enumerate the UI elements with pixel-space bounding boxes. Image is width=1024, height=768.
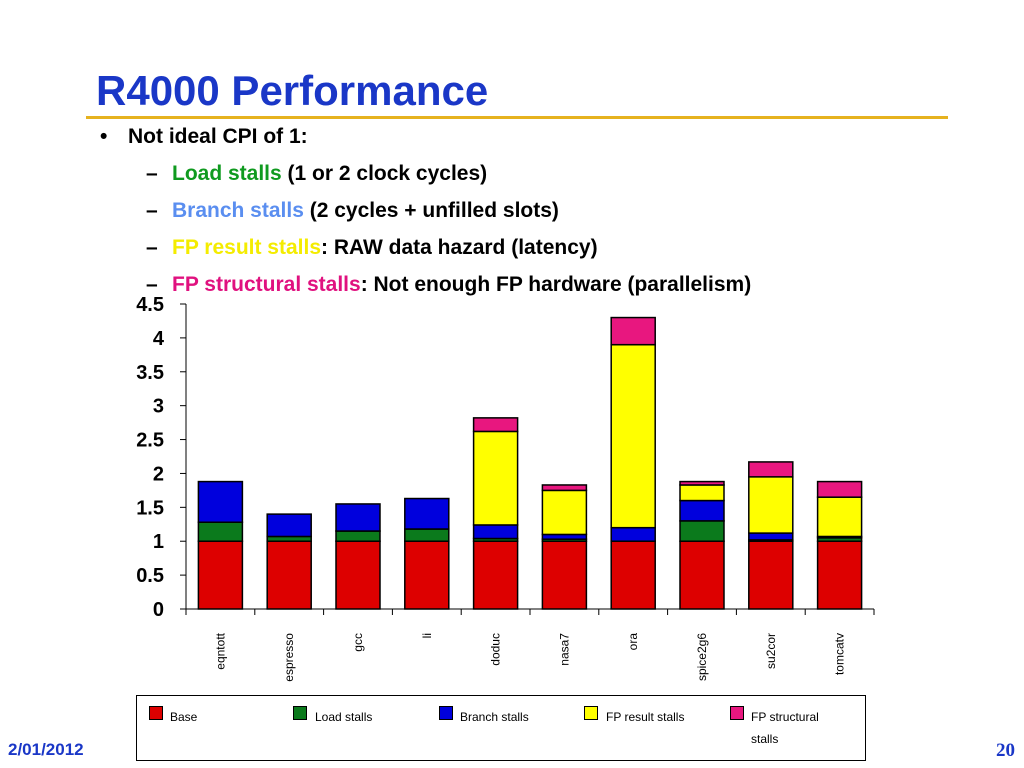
bar-li-base	[404, 540, 450, 610]
bullet-main: Not ideal CPI of 1:	[128, 125, 308, 148]
bar-tomcatv-base	[816, 540, 863, 610]
legend-label-load-stalls: Load stalls	[315, 710, 373, 724]
x-category-label: espresso	[282, 633, 296, 682]
y-tick-label: 2	[153, 463, 164, 485]
bar-eqntott-load-stalls	[197, 521, 244, 542]
y-tick-label: 3	[153, 396, 164, 418]
bar-tomcatv-fp-result-stalls	[816, 496, 863, 538]
y-tick-label: 4	[153, 328, 165, 350]
x-category-label: su2cor	[764, 633, 778, 669]
bar-espresso-branch-stalls	[266, 513, 312, 538]
bullet-dot: •	[100, 125, 108, 148]
bar-gcc-base	[335, 540, 381, 610]
load-stalls-desc: (1 or 2 clock cycles)	[281, 162, 488, 185]
footer-date: 2/01/2012	[8, 740, 84, 759]
y-tick-label: 1	[153, 531, 164, 553]
branch-stalls-term: Branch stalls	[172, 199, 304, 222]
sub-bullet-fp-result: – FP result stalls: RAW data hazard (late…	[146, 235, 598, 261]
bar-tomcatv-fp-structural-stalls	[816, 480, 863, 498]
x-category-label: doduc	[489, 633, 503, 666]
load-stalls-term: Load stalls	[172, 162, 282, 185]
x-category-label: li	[420, 633, 434, 638]
bar-doduc-base	[472, 540, 519, 610]
bar-eqntott-base	[197, 540, 244, 610]
bar-doduc-fp-structural-stalls	[472, 417, 519, 433]
bar-su2cor-base	[748, 540, 794, 610]
dash: –	[146, 162, 158, 185]
title-underline	[86, 116, 948, 119]
dash: –	[146, 273, 158, 296]
footer-page-number: 20	[996, 740, 1015, 761]
bar-doduc-branch-stalls	[472, 524, 519, 540]
bar-spice2g6-fp-result-stalls	[679, 484, 725, 502]
legend-swatch-base	[149, 706, 163, 720]
bar-gcc-load-stalls	[335, 530, 381, 542]
chart-legend: Base Load stalls Branch stalls FP result…	[136, 695, 866, 761]
bar-eqntott-branch-stalls	[197, 480, 244, 523]
bar-doduc-fp-result-stalls	[472, 430, 519, 526]
sub-bullet-load: – Load stalls (1 or 2 clock cycles)	[146, 161, 487, 187]
legend-label-fp-structural-stalls: FP structural stalls	[751, 710, 819, 746]
bar-ora-fp-result-stalls	[610, 343, 656, 529]
bar-gcc-branch-stalls	[335, 503, 381, 532]
bar-li-branch-stalls	[404, 497, 450, 530]
fp-structural-stalls-desc: : Not enough FP hardware (parallelism)	[360, 273, 752, 296]
bar-ora-fp-structural-stalls	[610, 316, 656, 346]
y-tick-label: 0	[153, 599, 164, 621]
x-category-label: nasa7	[557, 633, 571, 666]
stacked-bar-chart: 0 0.5 1 1.5 2 2.5 3 3.5 4 4.5 eqntott espresso gcc li…	[136, 294, 875, 682]
legend-swatch-branch-stalls	[439, 706, 453, 720]
branch-stalls-desc: (2 cycles + unfilled slots)	[303, 199, 559, 222]
x-category-label: tomcatv	[833, 633, 847, 675]
bar-su2cor-branch-stalls	[748, 532, 794, 541]
legend-label-base: Base	[170, 710, 198, 724]
fp-result-stalls-desc: : RAW data hazard (latency)	[321, 236, 598, 259]
x-category-label: eqntott	[213, 632, 227, 669]
legend-label-fp-result-stalls: FP result stalls	[606, 710, 685, 724]
bar-ora-branch-stalls	[610, 526, 656, 542]
bar-spice2g6-fp-structural-stalls	[679, 480, 725, 486]
x-category-label: gcc	[351, 633, 365, 652]
bar-ora-base	[610, 540, 656, 610]
bar-nasa7-base	[541, 540, 588, 610]
fp-result-stalls-term: FP result stalls	[172, 236, 322, 259]
bar-su2cor-fp-result-stalls	[748, 476, 794, 534]
legend-label-branch-stalls: Branch stalls	[460, 710, 529, 724]
bar-li-load-stalls	[404, 528, 450, 542]
legend-swatch-load-stalls	[293, 706, 307, 720]
legend-swatch-fp-result-stalls	[584, 706, 598, 720]
y-tick-label: 1.5	[136, 497, 164, 519]
bar-spice2g6-base	[679, 540, 725, 610]
x-category-label: ora	[626, 633, 640, 651]
bar-su2cor-fp-structural-stalls	[748, 461, 794, 478]
dash: –	[146, 236, 158, 259]
bar-nasa7-fp-structural-stalls	[541, 484, 588, 492]
slide-title: R4000 Performance	[96, 67, 489, 114]
bar-espresso-base	[266, 540, 312, 610]
fp-structural-stalls-term: FP structural stalls	[172, 273, 361, 296]
bar-nasa7-fp-result-stalls	[541, 489, 588, 536]
y-tick-label: 3.5	[136, 362, 164, 384]
x-category-label: spice2g6	[695, 633, 709, 681]
bar-spice2g6-load-stalls	[679, 520, 725, 542]
y-tick-label: 0.5	[136, 565, 164, 587]
sub-bullet-fp-structural: – FP structural stalls: Not enough FP har…	[146, 272, 751, 298]
sub-bullet-branch: – Branch stalls (2 cycles + unfilled slot…	[146, 198, 559, 224]
dash: –	[146, 199, 158, 222]
y-tick-label: 4.5	[136, 294, 164, 316]
legend-swatch-fp-structural-stalls	[730, 706, 744, 720]
y-tick-label: 2.5	[136, 430, 164, 452]
bullet-list: • Not ideal CPI of 1: – Load stalls (1 or…	[0, 0, 1024, 300]
bar-spice2g6-branch-stalls	[679, 499, 725, 522]
